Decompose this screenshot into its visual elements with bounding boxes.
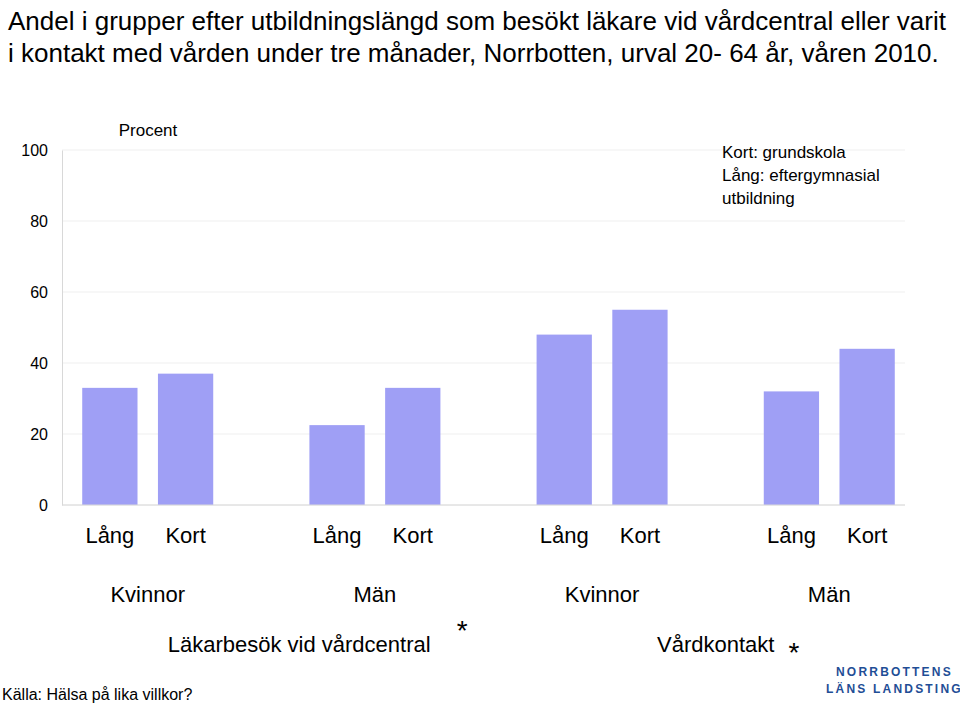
annotation: * [457, 615, 468, 646]
bar [764, 391, 819, 505]
title: Andel i grupper efter utbildningslängd s… [8, 6, 947, 68]
grid [62, 150, 905, 505]
bars [82, 310, 895, 505]
x-tick: Kort [393, 505, 433, 548]
source: Källa: Hälsa på lika villkor? [2, 686, 192, 703]
group-label: Kvinnor [110, 582, 185, 607]
x-tick-label: Lång [85, 523, 134, 548]
y-tick-label: 0 [39, 497, 48, 514]
x-tick: Lång [85, 505, 134, 548]
annotation: * [788, 637, 799, 668]
grid-line [62, 363, 905, 364]
x-tick-label: Kort [393, 523, 433, 548]
bar [839, 349, 894, 505]
x-tick-label: Lång [313, 523, 362, 548]
y-tick-label: 100 [21, 142, 48, 159]
note: Lång: eftergymnasial [722, 166, 880, 185]
x-tick-label: Lång [767, 523, 816, 548]
logo-text: LÄNS LANDSTING [826, 681, 960, 696]
x-tick: Lång [767, 505, 816, 548]
note: utbildning [722, 189, 795, 208]
bar [158, 374, 213, 505]
y-tick: 40 [30, 355, 62, 372]
x-axis-line [62, 505, 905, 506]
y-tick-label: 60 [30, 284, 48, 301]
x-tick: Kort [165, 505, 205, 548]
y-axis-title: Procent [119, 121, 178, 140]
supergroup-label: Läkarbesök vid vårdcentral [168, 632, 431, 657]
y-axis-line [62, 151, 63, 506]
y-tick-label: 20 [30, 426, 48, 443]
group-label: Män [354, 582, 397, 607]
x-tick-label: Lång [540, 523, 589, 548]
x-tick-label: Kort [165, 523, 205, 548]
x-axis: Lång Kort Lång Kort Lång Kort Lång Kort [85, 505, 887, 548]
note: Kort: grundskola [722, 143, 846, 162]
group-label: Män [808, 582, 851, 607]
group-label: Kvinnor [565, 582, 640, 607]
bar [612, 310, 667, 505]
y-tick: 60 [30, 284, 62, 301]
bar [537, 335, 592, 505]
x-tick-label: Kort [620, 523, 660, 548]
x-tick: Kort [847, 505, 887, 548]
x-tick: Lång [313, 505, 362, 548]
bar [82, 388, 137, 505]
y-tick: 0 [39, 497, 62, 514]
y-tick: 20 [30, 426, 62, 443]
x-tick: Kort [620, 505, 660, 548]
y-tick-label: 40 [30, 355, 48, 372]
bar [385, 388, 440, 505]
x-tick-label: Kort [847, 523, 887, 548]
y-axis: 0 20 40 60 80 100 [21, 142, 62, 514]
x-tick: Lång [540, 505, 589, 548]
grid-line [62, 221, 905, 222]
supergroup-label: Vårdkontakt [657, 632, 774, 657]
grid-line [62, 292, 905, 293]
y-tick-label: 80 [30, 213, 48, 230]
y-tick: 100 [21, 142, 62, 159]
y-tick: 80 [30, 213, 62, 230]
logo-text: NORRBOTTENS [836, 665, 953, 679]
chart: Andel i grupper efter utbildningslängd s… [0, 0, 960, 708]
bar [309, 425, 364, 505]
grid-line [62, 505, 905, 506]
